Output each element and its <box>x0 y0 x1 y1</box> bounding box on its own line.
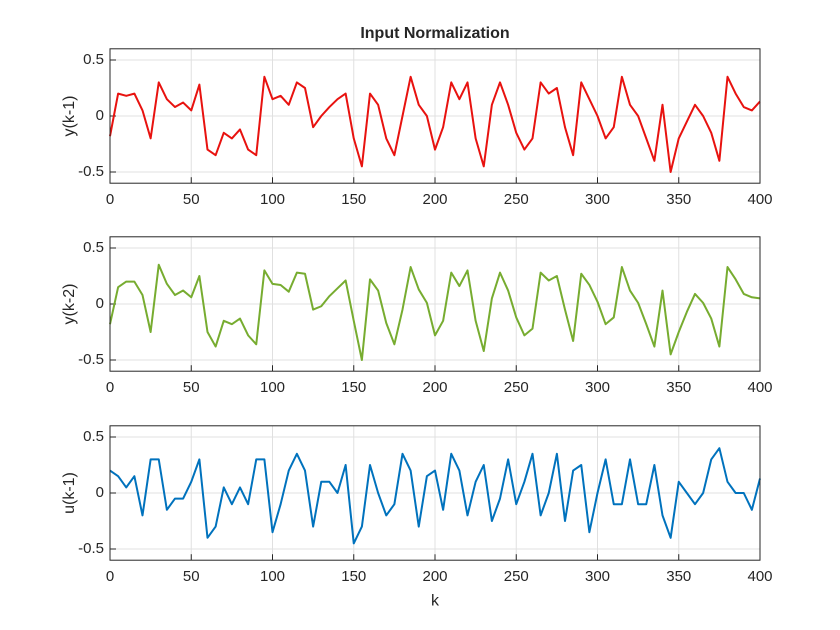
x-tick-label: 300 <box>585 379 610 396</box>
x-tick-label: 400 <box>747 379 772 396</box>
x-tick-label: 0 <box>106 379 114 396</box>
x-tick-label: 0 <box>106 191 114 208</box>
y-tick-label: 0.5 <box>83 239 104 256</box>
x-tick-label: 50 <box>183 191 200 208</box>
x-tick-label: 350 <box>666 568 691 585</box>
y-tick-label: 0.5 <box>83 428 104 445</box>
x-tick-label: 350 <box>666 191 691 208</box>
x-tick-label: 300 <box>585 191 610 208</box>
x-tick-label: 150 <box>341 379 366 396</box>
x-tick-label: 350 <box>666 379 691 396</box>
y-tick-label: 0 <box>96 484 104 501</box>
x-tick-label: 250 <box>504 568 529 585</box>
x-tick-label: 100 <box>260 191 285 208</box>
data-line <box>109 447 761 545</box>
y-tick-label: 0.5 <box>83 51 104 68</box>
x-tick-label: 200 <box>422 379 447 396</box>
y-axis-label: y(k-2) <box>61 284 78 325</box>
x-tick-label: 300 <box>585 568 610 585</box>
y-axis-label: u(k-1) <box>61 472 78 514</box>
x-tick-label: 400 <box>747 568 772 585</box>
axes-box <box>109 236 761 372</box>
axes-box <box>109 48 761 184</box>
y-tick-label: 0 <box>96 107 104 124</box>
data-line <box>109 75 761 173</box>
x-tick-label: 250 <box>504 191 529 208</box>
x-tick-label: 400 <box>747 191 772 208</box>
x-tick-label: 200 <box>422 191 447 208</box>
x-tick-label: 50 <box>183 379 200 396</box>
x-tick-label: 150 <box>341 191 366 208</box>
x-tick-label: 0 <box>106 568 114 585</box>
y-tick-label: -0.5 <box>78 351 104 368</box>
x-tick-label: 50 <box>183 568 200 585</box>
x-axis-label: k <box>431 592 440 609</box>
x-tick-label: 200 <box>422 568 447 585</box>
y-tick-label: -0.5 <box>78 540 104 557</box>
x-tick-label: 100 <box>260 379 285 396</box>
y-tick-label: 0 <box>96 295 104 312</box>
x-tick-label: 250 <box>504 379 529 396</box>
axes-box <box>109 425 761 561</box>
data-line <box>109 263 761 361</box>
y-tick-label: -0.5 <box>78 163 104 180</box>
y-axis-label: y(k-1) <box>61 96 78 137</box>
x-tick-label: 150 <box>341 568 366 585</box>
x-tick-label: 100 <box>260 568 285 585</box>
chart-title: Input Normalization <box>360 25 509 42</box>
